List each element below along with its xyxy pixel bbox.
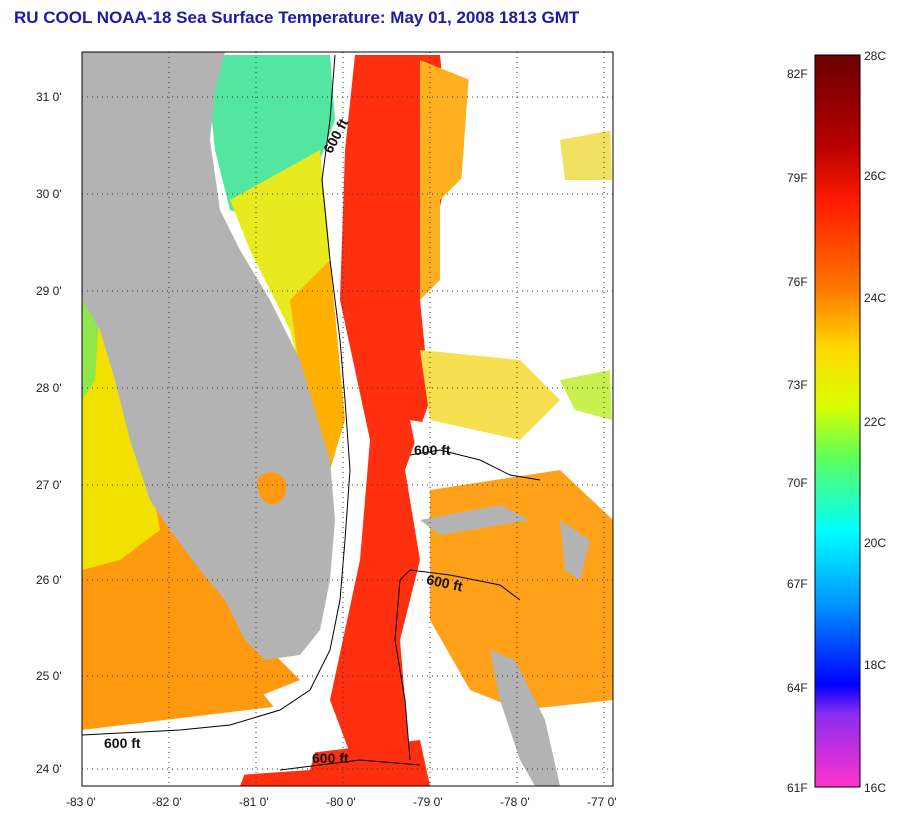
atlantic-shelf-orange bbox=[290, 260, 345, 470]
colorbar-f-label: 67F bbox=[787, 577, 808, 591]
gulf-yellow-band bbox=[82, 280, 160, 570]
colorbar-f-label: 73F bbox=[787, 378, 808, 392]
colorbar-f-label: 82F bbox=[787, 67, 808, 81]
map-title: RU COOL NOAA-18 Sea Surface Temperature:… bbox=[14, 8, 580, 27]
contour-600ft-east-florida bbox=[82, 54, 351, 736]
contour-label: 600 ft bbox=[312, 750, 349, 766]
map-border bbox=[81, 51, 614, 787]
temperature-colorbar: 82F 79F 76F 73F 70F 67F 64F 61F 28C 26C … bbox=[787, 49, 886, 795]
colorbar-c-label: 28C bbox=[864, 49, 886, 63]
lat-tick-label: 29 0' bbox=[36, 284, 62, 298]
lake-okeechobee bbox=[257, 471, 287, 505]
contour-600ft-straits bbox=[394, 579, 411, 761]
lat-tick-label: 25 0' bbox=[36, 669, 62, 683]
lon-tick-label: -77 0' bbox=[587, 795, 617, 809]
lon-tick-label: -79 0' bbox=[413, 795, 443, 809]
colorbar-f-label: 61F bbox=[787, 781, 808, 795]
contour-label: 600 ft bbox=[414, 442, 451, 458]
lat-tick-label: 26 0' bbox=[36, 573, 62, 587]
contour-600ft-keys bbox=[279, 759, 421, 771]
cloud-patch-east bbox=[460, 60, 613, 300]
lat-tick-label: 27 0' bbox=[36, 478, 62, 492]
lat-tick-label: 30 0' bbox=[36, 187, 62, 201]
lon-tick-label: -78 0' bbox=[500, 795, 530, 809]
lat-tick-label: 31 0' bbox=[36, 90, 62, 104]
colorbar-c-label: 22C bbox=[864, 415, 886, 429]
lat-tick-label: 24 0' bbox=[36, 762, 62, 776]
east-green-spot bbox=[560, 370, 612, 420]
offshore-yellow-east bbox=[420, 350, 560, 440]
contour-600ft-bahamas-south bbox=[399, 569, 521, 601]
lon-tick-label: -80 0' bbox=[326, 795, 356, 809]
colorbar-f-label: 76F bbox=[787, 275, 808, 289]
colorbar-f-label: 79F bbox=[787, 171, 808, 185]
colorbar-f-label: 70F bbox=[787, 476, 808, 490]
contour-600ft-bahamas-north bbox=[409, 449, 541, 481]
lon-tick-label: -81 0' bbox=[239, 795, 269, 809]
latitude-ticks: 31 0' 30 0' 29 0' 28 0' 27 0' 26 0' 25 0… bbox=[36, 90, 62, 776]
contour-label: 600 ft bbox=[104, 735, 141, 751]
contour-label: 600 ft bbox=[425, 571, 464, 594]
colorbar-gradient bbox=[814, 54, 861, 788]
florida-peninsula bbox=[82, 52, 335, 660]
andros-island bbox=[490, 650, 560, 786]
offshore-yellow bbox=[420, 60, 470, 300]
lon-tick-label: -82 0' bbox=[152, 795, 182, 809]
lon-tick-label: -83 0' bbox=[66, 795, 96, 809]
map-panel bbox=[82, 52, 613, 786]
grand-bahama-island bbox=[420, 505, 530, 535]
colorbar-c-label: 26C bbox=[864, 169, 886, 183]
colorbar-c-label: 18C bbox=[864, 658, 886, 672]
colorbar-f-label: 64F bbox=[787, 681, 808, 695]
colorbar-c-label: 20C bbox=[864, 536, 886, 550]
lat-tick-label: 28 0' bbox=[36, 381, 62, 395]
abaco-island bbox=[560, 520, 590, 580]
colorbar-c-label: 24C bbox=[864, 291, 886, 305]
longitude-ticks: -83 0' -82 0' -81 0' -80 0' -79 0' -78 0… bbox=[66, 795, 617, 809]
cloud-patch-keys bbox=[82, 700, 330, 786]
lat-lon-grid bbox=[82, 52, 613, 786]
colorbar-c-label: 16C bbox=[864, 781, 886, 795]
